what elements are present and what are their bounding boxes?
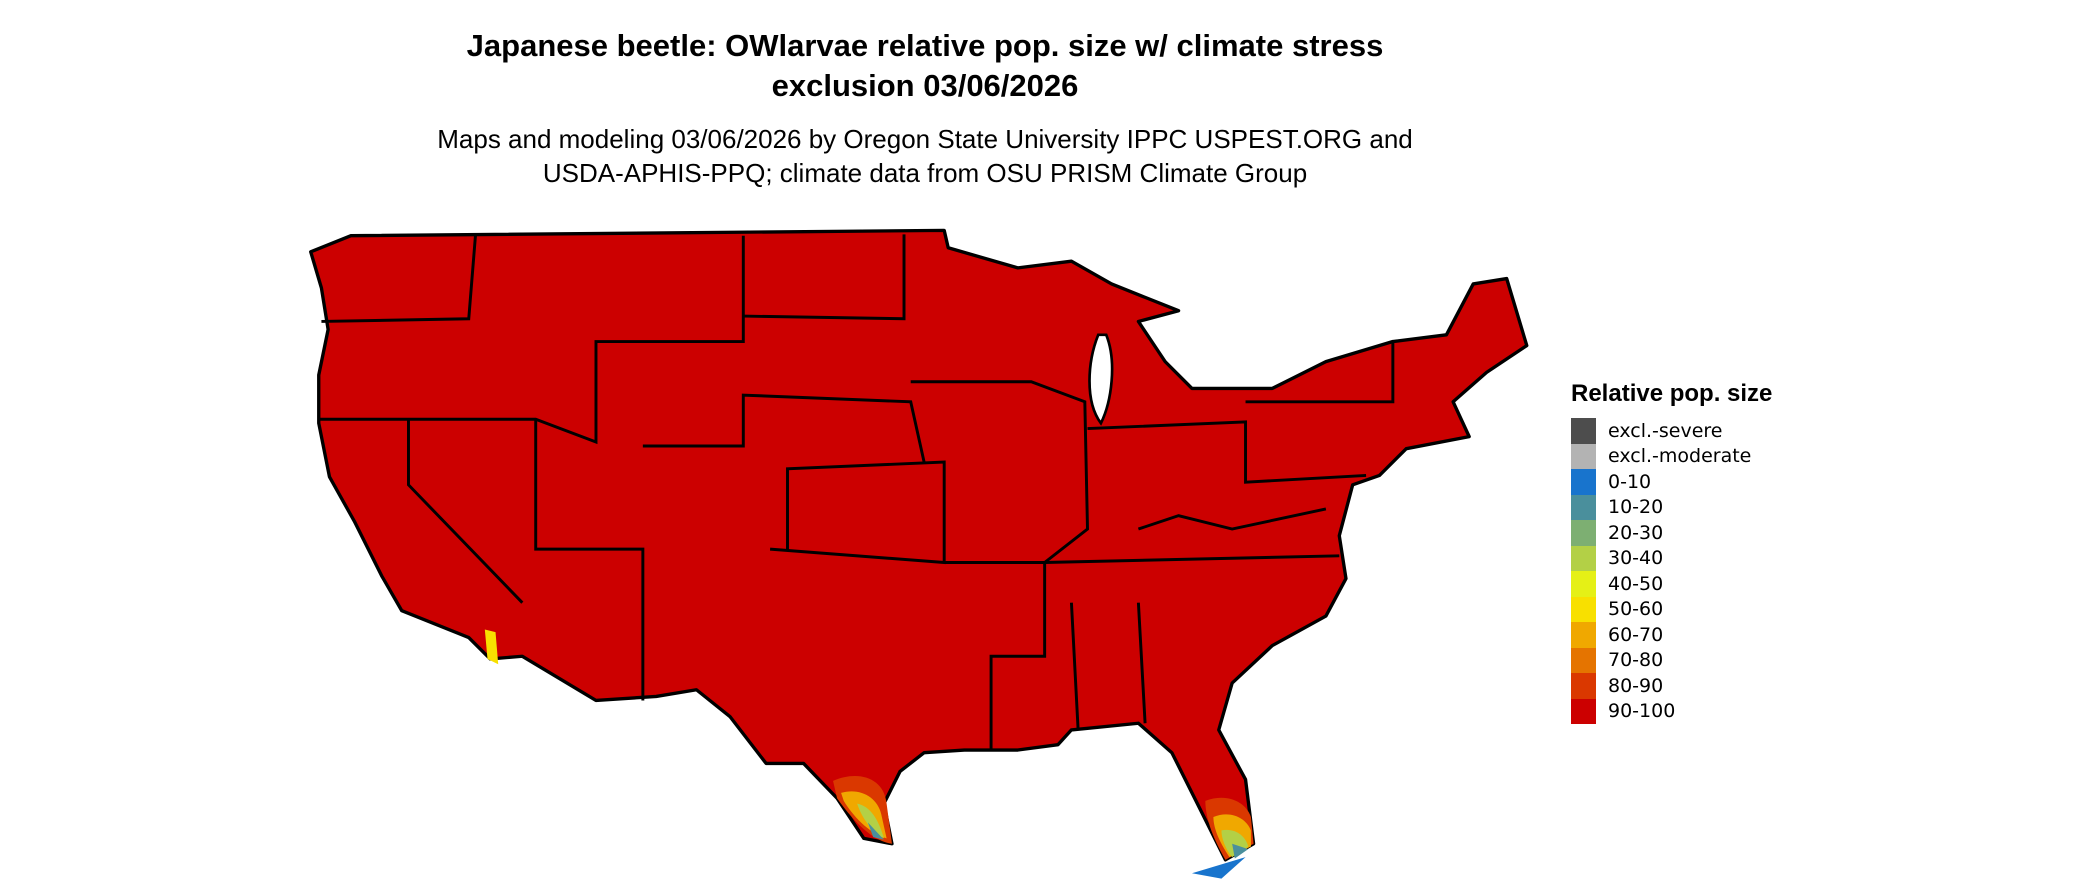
legend-label: 70-80 xyxy=(1608,649,1664,672)
legend: Relative pop. size excl.-severe excl.-mod… xyxy=(1571,380,1772,724)
legend-item: 10-20 xyxy=(1571,494,1772,520)
map-subtitle: Maps and modeling 03/06/2026 by Oregon S… xyxy=(0,122,1850,190)
legend-swatch xyxy=(1571,596,1596,622)
legend-label: 90-100 xyxy=(1608,700,1676,723)
legend-label: 60-70 xyxy=(1608,623,1664,646)
legend-item: 0-10 xyxy=(1571,469,1772,495)
legend-label: 50-60 xyxy=(1608,598,1664,621)
legend-item: 80-90 xyxy=(1571,673,1772,699)
legend-item: 40-50 xyxy=(1571,571,1772,597)
lake-michigan xyxy=(1088,333,1114,426)
legend-swatch xyxy=(1571,571,1596,597)
map-subtitle-line1: Maps and modeling 03/06/2026 by Oregon S… xyxy=(437,124,1413,154)
legend-swatch xyxy=(1571,443,1596,469)
state-borders xyxy=(318,234,1395,751)
legend-label: 40-50 xyxy=(1608,572,1664,595)
legend-label: 0-10 xyxy=(1608,470,1652,493)
legend-swatch xyxy=(1571,698,1596,724)
legend-swatch xyxy=(1571,647,1596,673)
us-outline xyxy=(309,228,1529,862)
map-subtitle-line2: USDA-APHIS-PPQ; climate data from OSU PR… xyxy=(542,158,1308,188)
legend-item: excl.-severe xyxy=(1571,418,1772,444)
legend-label: 30-40 xyxy=(1608,547,1664,570)
legend-item: 30-40 xyxy=(1571,545,1772,571)
legend-item: 90-100 xyxy=(1571,698,1772,724)
legend-label: 80-90 xyxy=(1608,674,1664,697)
warm-south-texas xyxy=(833,775,892,844)
legend-item: 50-60 xyxy=(1571,596,1772,622)
legend-item: excl.-moderate xyxy=(1571,443,1772,469)
map-title-line1: Japanese beetle: OWlarvae relative pop. … xyxy=(466,28,1384,63)
legend-swatch xyxy=(1571,622,1596,648)
legend-swatch xyxy=(1571,520,1596,546)
legend-items: excl.-severe excl.-moderate 0-10 10-20 20-30… xyxy=(1571,418,1772,724)
map-title: Japanese beetle: OWlarvae relative pop. … xyxy=(0,26,1850,106)
legend-label: excl.-moderate xyxy=(1608,445,1752,468)
legend-label: 10-20 xyxy=(1608,496,1664,519)
legend-title: Relative pop. size xyxy=(1571,380,1773,407)
legend-item: 20-30 xyxy=(1571,520,1772,546)
legend-label: excl.-severe xyxy=(1608,419,1723,442)
legend-swatch xyxy=(1571,673,1596,699)
legend-swatch xyxy=(1571,545,1596,571)
legend-label: 20-30 xyxy=(1608,521,1664,544)
warm-south-florida xyxy=(484,629,1254,879)
legend-swatch xyxy=(1571,494,1596,520)
legend-swatch xyxy=(1571,418,1596,444)
legend-item: 60-70 xyxy=(1571,622,1772,648)
legend-item: 70-80 xyxy=(1571,647,1772,673)
legend-swatch xyxy=(1571,469,1596,495)
map-title-line2: exclusion 03/06/2026 xyxy=(771,68,1079,103)
